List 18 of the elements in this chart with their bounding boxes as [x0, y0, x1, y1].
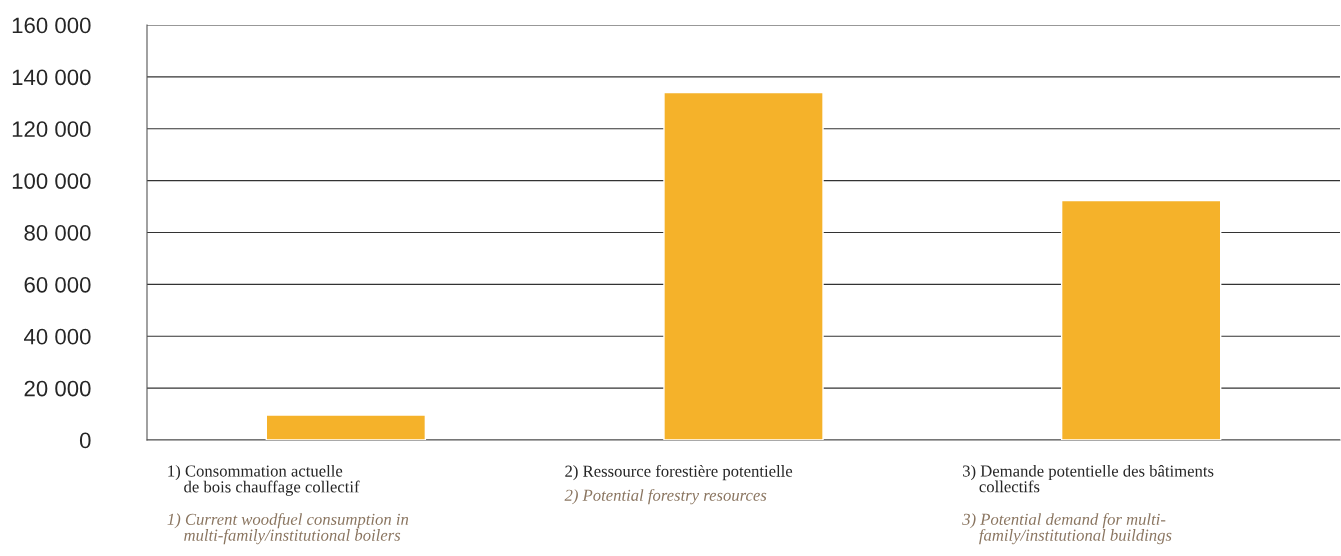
- y-tick-label: 80 000: [24, 225, 91, 241]
- bar: [265, 414, 427, 440]
- y-tick-label: 60 000: [24, 276, 91, 293]
- y-tick-label: 20 000: [24, 380, 91, 397]
- x-tick-label: 1) Consommation actuelle de bois chauffage collectif: [168, 464, 360, 496]
- text: 3) Potential demand for multi- family/institutional buildings: [962, 513, 1172, 545]
- y-tick-label: 0: [79, 432, 91, 449]
- y-tick-label: 120 000: [12, 121, 91, 138]
- y-tick-label: 140 000: [12, 69, 91, 86]
- x-tick-label: 2) Ressource forestière potentielle: [565, 464, 793, 481]
- bar: [1060, 199, 1222, 440]
- y-tick-label: 100 000: [12, 173, 91, 189]
- text: 2) Potential forestry resources: [564, 488, 767, 505]
- x-tick-label: 3) Demande potentielle des bâtiments collectifs: [963, 464, 1214, 493]
- y-tick-label: 40 000: [23, 328, 91, 345]
- text: 1) Current woodfuel consumption in multi-family/institutional boilers: [167, 513, 409, 545]
- bar: [663, 91, 824, 440]
- y-tick-label: 160 000: [12, 17, 91, 34]
